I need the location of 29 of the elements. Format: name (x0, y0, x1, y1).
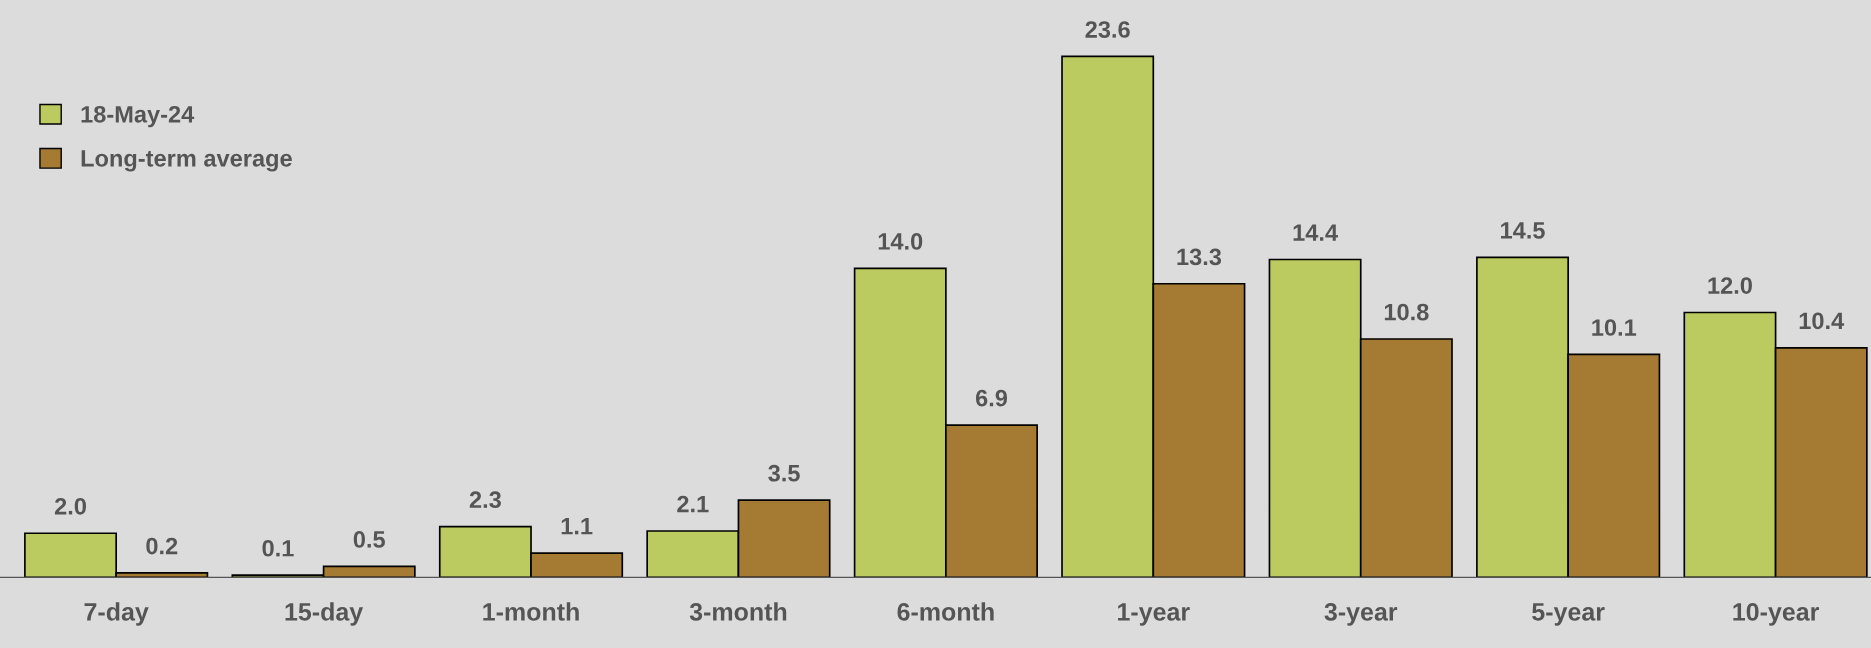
data-label: 10.8 (1384, 303, 1429, 321)
data-label: 3.5 (768, 464, 800, 482)
data-label: 10.1 (1592, 319, 1637, 336)
x-tick-label: 10-year (1733, 603, 1819, 626)
x-tick-label: 5-year (1532, 603, 1605, 626)
x-tick-label: 1-month (483, 602, 579, 621)
data-label: 1.1 (561, 518, 593, 535)
data-label: 2.1 (677, 495, 709, 513)
data-label: 10.4 (1799, 312, 1845, 330)
data-label: 14.0 (878, 233, 923, 250)
data-label: 12.0 (1708, 277, 1752, 294)
data-label: 0.1 (262, 539, 294, 557)
data-label: 2.0 (54, 497, 86, 515)
data-label: 14.5 (1501, 222, 1545, 239)
legend-label: 18-May-24 (81, 105, 195, 128)
data-label: 14.4 (1293, 224, 1338, 241)
data-label: 0.5 (353, 531, 385, 548)
x-tick-label: 6-month (897, 602, 994, 621)
legend-label: Long-term average (81, 150, 292, 172)
x-tick-label: 3-year (1324, 603, 1398, 626)
x-tick-label: 1-year (1118, 603, 1190, 626)
x-tick-label: 15-day (285, 602, 364, 626)
x-tick-label: 3-month (689, 602, 787, 621)
data-label: 0.2 (146, 537, 178, 555)
data-label: 23.6 (1085, 21, 1130, 38)
data-label: 6.9 (975, 389, 1008, 407)
x-tick-label: 7-day (84, 602, 149, 626)
data-label: 13.3 (1177, 248, 1222, 266)
data-label: 2.3 (469, 491, 501, 509)
